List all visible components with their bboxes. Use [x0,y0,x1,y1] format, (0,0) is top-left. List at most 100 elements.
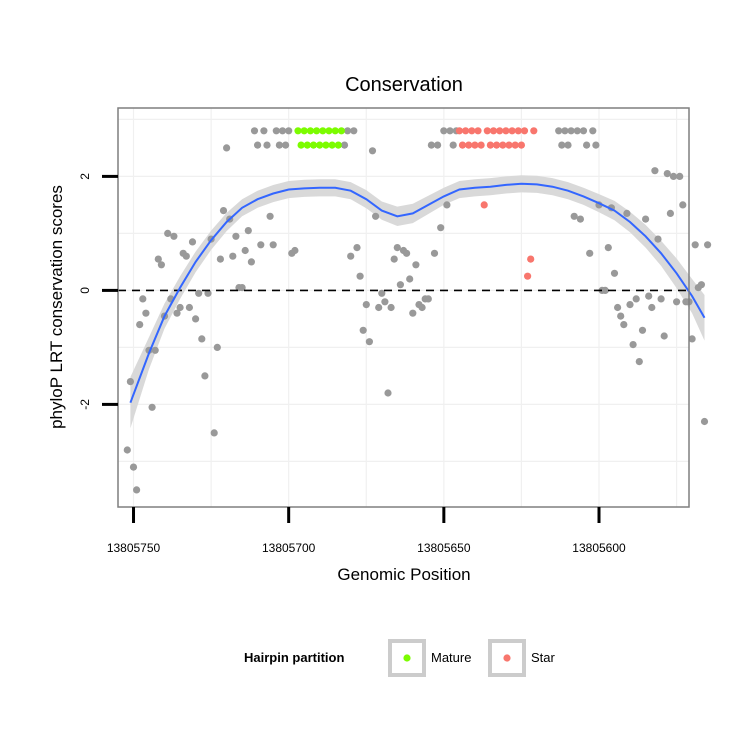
data-point-other [418,303,426,312]
data-point-other [347,252,355,260]
data-point-mature [303,141,311,149]
data-point-other [213,343,221,351]
data-point-other [136,321,144,329]
data-point-other [238,284,246,292]
data-point-other [244,227,252,235]
data-point-other [610,269,619,277]
data-point-other [204,289,212,297]
data-point-other [390,255,398,263]
data-point-mature [306,127,314,135]
data-point-mature [309,141,318,149]
legend-label-mature: Mature [431,650,471,665]
data-point-other [589,127,597,135]
data-point-other [254,141,262,149]
data-point-other [617,312,625,320]
data-point-other [272,127,280,135]
data-point-other [555,127,563,135]
data-point-star [458,141,467,149]
data-point-other [583,141,591,149]
y-axis-ticks: -2 0 2 [78,173,118,410]
data-point-other [344,127,352,135]
data-point-other [378,289,386,297]
data-point-other [188,238,197,246]
data-point-other [586,249,594,257]
data-point-other [567,127,575,135]
data-point-other [170,232,178,240]
data-point-other [642,215,650,223]
data-point-star [502,127,510,135]
data-point-other [278,127,287,135]
data-point-other [623,209,631,217]
data-point-other [340,141,349,149]
data-point-other [446,127,454,135]
data-point-other [250,127,259,135]
data-point-other [396,281,404,289]
data-point-mature [337,127,345,135]
data-point-other [142,309,150,317]
x-axis-label: Genomic Position [337,565,470,584]
data-point-other [148,403,156,411]
data-point-other [638,326,647,334]
data-point-other [182,252,190,260]
data-point-other [406,275,414,283]
data-point-other [201,372,209,380]
data-point-other [645,292,653,300]
data-point-other [412,261,420,269]
plot-border [117,107,690,508]
data-point-other [570,212,578,220]
smooth-trend-line [129,182,706,404]
data-point-star [520,127,529,135]
data-point-other [164,229,172,237]
data-point-star [486,141,494,149]
data-point-other [648,303,656,312]
data-point-other [198,335,206,343]
legend-key-mature [388,639,426,677]
data-point-other [424,295,432,303]
data-point-other [437,224,445,232]
data-point-other [592,141,600,149]
data-point-other [381,298,389,306]
data-point-star [480,201,488,209]
chart-title: Conservation [345,74,463,96]
data-point-star [474,127,482,135]
data-point-other [561,127,569,135]
data-point-mature [319,127,327,135]
data-point-other [365,338,373,346]
data-point-other [666,209,675,217]
data-point-other [430,249,439,257]
x-axis-ticks: 13805750 13805700 13805650 13805600 [107,507,626,555]
data-point-other [173,309,181,317]
data-point-other [375,303,383,312]
data-point-other [176,303,184,312]
data-point-star [527,255,535,263]
data-point-other [185,303,193,312]
y-tick-label: -2 [78,399,92,410]
data-point-other [223,144,231,152]
x-tick-label: 13805750 [107,541,161,555]
data-point-other [151,346,159,354]
legend-dot-mature [403,654,411,662]
data-point-other [133,486,141,494]
data-point-star [455,127,463,135]
data-point-other [409,309,417,317]
data-point-other [443,201,451,209]
data-point-other [139,295,147,303]
data-point-other [359,326,367,334]
data-point-other [449,141,457,149]
data-point-star [514,127,522,135]
data-point-star [483,127,491,135]
legend-title: Hairpin partition [244,650,344,665]
data-point-other [393,244,401,252]
data-point-other [126,378,134,386]
data-point-other [660,332,668,340]
data-point-star [471,141,479,149]
data-point-mature [313,127,321,135]
data-point-other [576,215,585,223]
data-point-other [356,272,364,280]
data-point-other [669,172,678,180]
y-axis-label: phyloP LRT conservation scores [47,185,66,429]
data-point-other [154,255,162,263]
data-point-mature [294,127,302,135]
data-point-other [260,127,268,135]
